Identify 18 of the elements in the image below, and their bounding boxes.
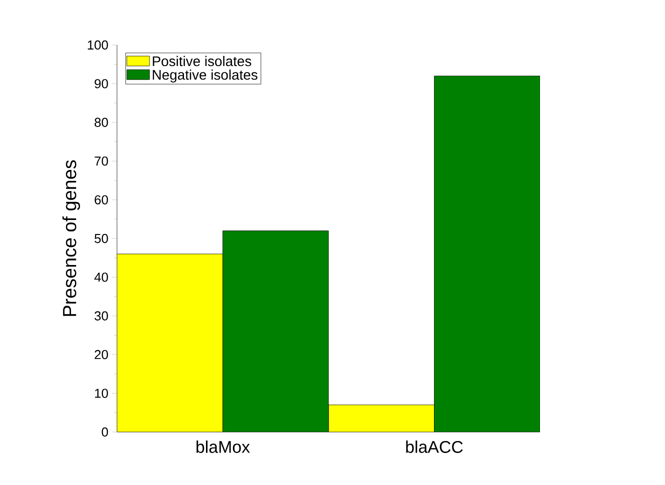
- legend-label: Negative isolates: [152, 70, 258, 83]
- x-tick-label: blaACC: [406, 440, 463, 453]
- y-tick-label: 0: [102, 427, 108, 437]
- legend-label: Positive isolates: [152, 56, 252, 66]
- y-tick-label: 90: [94, 79, 108, 88]
- y-tick-label: 10: [95, 388, 108, 398]
- y-tick-label: 30: [94, 311, 108, 320]
- x-tick-label: blaMox: [196, 440, 250, 453]
- y-axis-title: Presence of genes: [62, 160, 80, 316]
- y-tick-label: 60: [94, 195, 108, 204]
- y-tick-label: 50: [94, 234, 108, 244]
- y-tick-label: 20: [94, 350, 108, 360]
- y-tick-label: 40: [94, 272, 108, 282]
- bar: [117, 254, 223, 432]
- y-tick-label: 70: [94, 156, 108, 166]
- y-tick-label: 80: [94, 118, 108, 127]
- bar: [328, 404, 434, 432]
- y-tick-label: 100: [88, 40, 108, 50]
